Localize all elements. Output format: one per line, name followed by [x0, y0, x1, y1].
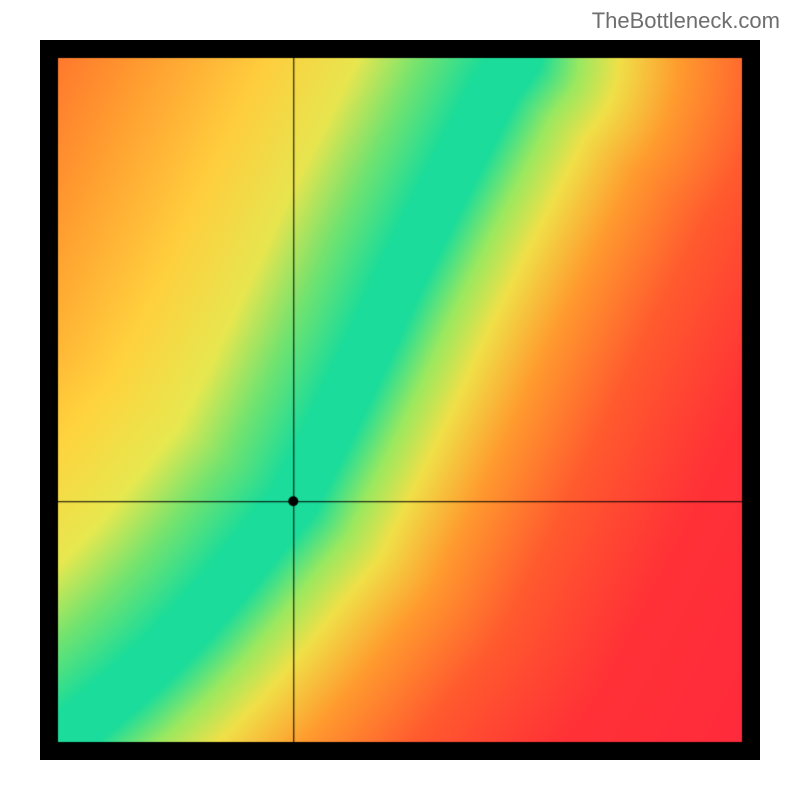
chart-container: TheBottleneck.com — [0, 0, 800, 800]
heatmap-canvas — [40, 40, 760, 760]
plot-background — [40, 40, 760, 760]
watermark-text: TheBottleneck.com — [592, 8, 780, 34]
